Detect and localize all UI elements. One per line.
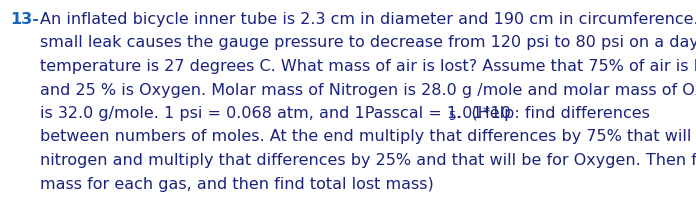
Text: small leak causes the gauge pressure to decrease from 120 psi to 80 psi on a day: small leak causes the gauge pressure to …	[40, 35, 696, 50]
Text: An inflated bicycle inner tube is 2.3 cm in diameter and 190 cm in circumference: An inflated bicycle inner tube is 2.3 cm…	[40, 12, 696, 27]
Text: 13-: 13-	[10, 12, 39, 27]
Text: temperature is 27 degrees C. What mass of air is lost? Assume that 75% of air is: temperature is 27 degrees C. What mass o…	[40, 59, 696, 74]
Text: nitrogen and multiply that differences by 25% and that will be for Oxygen. Then : nitrogen and multiply that differences b…	[40, 152, 696, 167]
Text: .  (Help: find differences: . (Help: find differences	[456, 105, 650, 120]
Text: between numbers of moles. At the end multiply that differences by 75% that will : between numbers of moles. At the end mul…	[40, 129, 696, 144]
Text: 5: 5	[448, 110, 455, 122]
Text: is 32.0 g/mole. 1 psi = 0.068 atm, and 1Passcal = 1.01*10: is 32.0 g/mole. 1 psi = 0.068 atm, and 1…	[40, 105, 511, 120]
Text: mass for each gas, and then find total lost mass): mass for each gas, and then find total l…	[40, 176, 434, 191]
Text: and 25 % is Oxygen. Molar mass of Nitrogen is 28.0 g /mole and molar mass of Oxy: and 25 % is Oxygen. Molar mass of Nitrog…	[40, 82, 696, 97]
